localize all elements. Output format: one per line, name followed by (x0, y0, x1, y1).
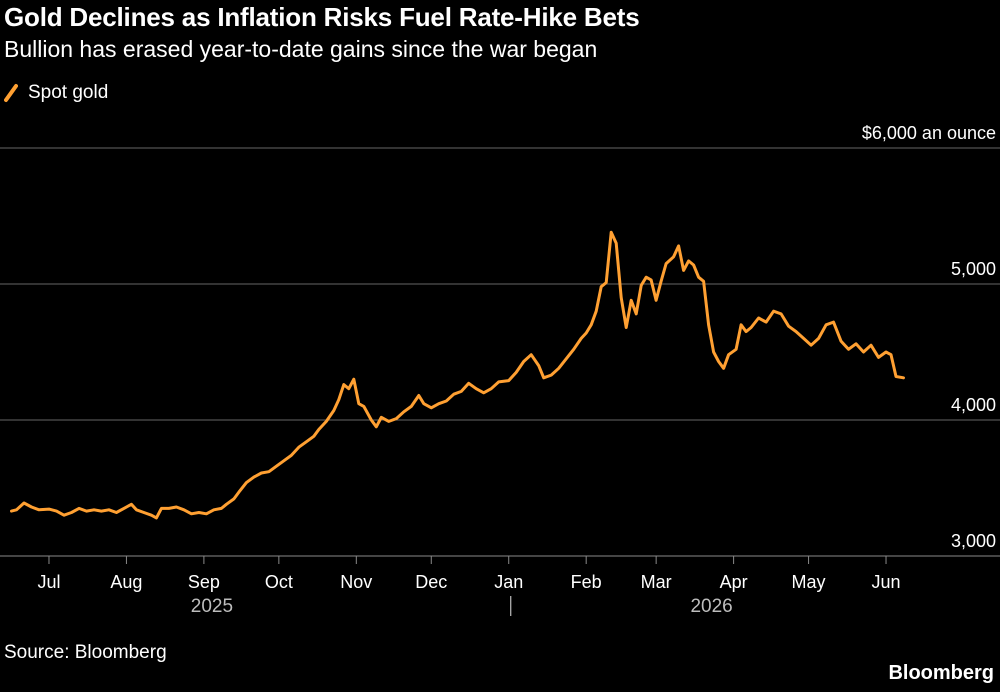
year-label-2026: 2026 (690, 596, 732, 617)
legend-swatch-icon (4, 84, 18, 102)
y-tick-label-3000: 3,000 (951, 531, 996, 551)
x-tick-label-feb: Feb (571, 572, 602, 592)
x-tick-label-sep: Sep (188, 572, 220, 592)
x-tick-label-apr: Apr (720, 572, 748, 592)
legend: Spot gold (4, 82, 108, 104)
chart-subtitle: Bullion has erased year-to-date gains si… (4, 36, 598, 62)
y-tick-label-5000: 5,000 (951, 259, 996, 279)
x-tick-label-nov: Nov (340, 572, 372, 592)
x-tick-label-aug: Aug (110, 572, 142, 592)
x-tick-label-jan: Jan (494, 572, 523, 592)
y-tick-label-4000: 4,000 (951, 395, 996, 415)
x-tick-label-may: May (792, 572, 826, 592)
x-tick-label-jul: Jul (37, 572, 60, 592)
bloomberg-logo: Bloomberg (888, 662, 994, 684)
series-line-spot-gold (10, 230, 905, 520)
source-note: Source: Bloomberg (4, 642, 167, 663)
year-label-2025: 2025 (191, 596, 233, 617)
y-tick-label-6000: $6,000 an ounce (862, 123, 996, 143)
x-tick-label-jun: Jun (872, 572, 901, 592)
x-tick-label-mar: Mar (641, 572, 672, 592)
x-tick-label-dec: Dec (415, 572, 447, 592)
chart-title: Gold Declines as Inflation Risks Fuel Ra… (4, 2, 640, 32)
legend-label-spot-gold: Spot gold (28, 82, 109, 103)
x-tick-label-oct: Oct (265, 572, 293, 592)
